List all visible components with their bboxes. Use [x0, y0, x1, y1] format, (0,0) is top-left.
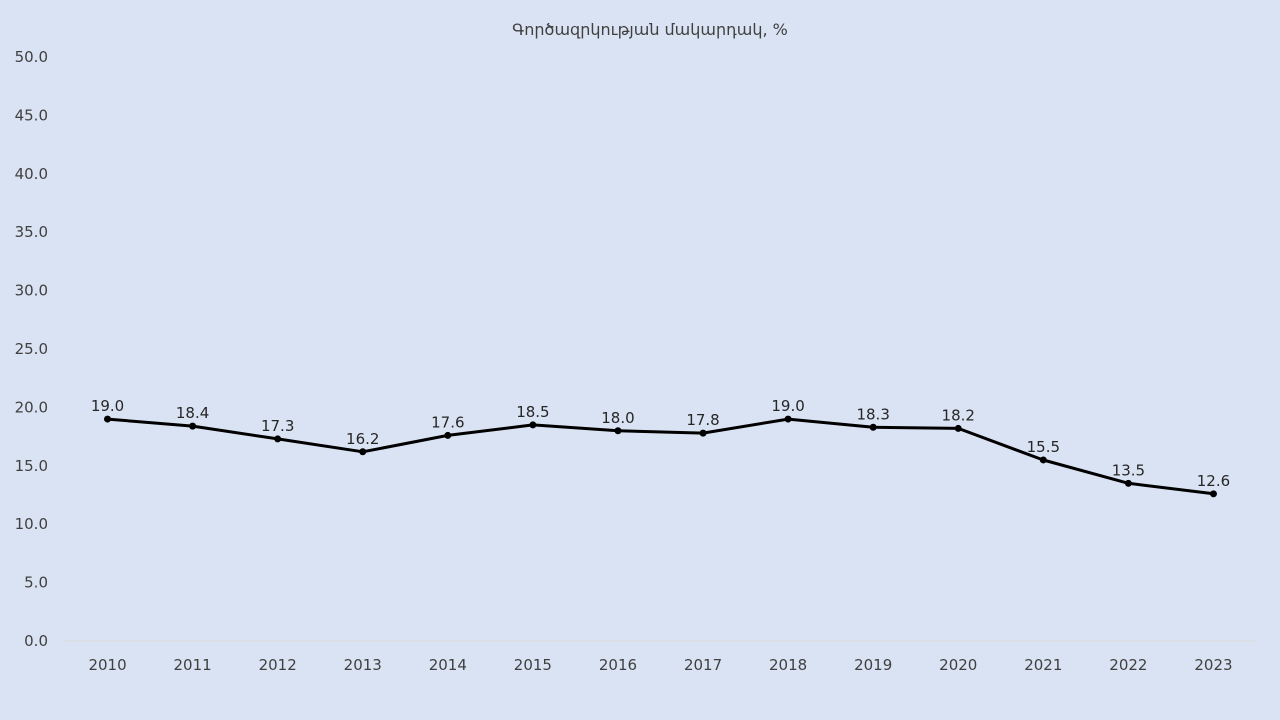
x-tick-label: 2012: [259, 656, 297, 674]
data-label: 18.2: [942, 406, 975, 424]
data-point: [1124, 479, 1132, 487]
x-tick-label: 2011: [174, 656, 212, 674]
x-tick-label: 2010: [88, 656, 126, 674]
y-tick-label: 50.0: [15, 48, 48, 66]
x-tick-label: 2021: [1024, 656, 1062, 674]
y-tick-label: 20.0: [15, 398, 48, 416]
data-point: [1209, 490, 1217, 498]
x-axis-ticks: 2010 2011 2012 2013 2014 2015 2016 2017 2018 2019…: [88, 656, 1232, 674]
x-tick-label: 2016: [599, 656, 637, 674]
data-label: 18.3: [856, 405, 889, 423]
y-axis-ticks: 0.0 5.0 10.0 15.0 20.0 25.0 30.0 35.0 40.0 45.0 50…: [15, 48, 48, 650]
y-tick-label: 30.0: [15, 282, 48, 300]
data-point: [359, 448, 367, 456]
data-label: 17.6: [431, 413, 464, 431]
x-tick-label: 2013: [344, 656, 382, 674]
data-point: [869, 423, 877, 431]
x-tick-label: 2014: [429, 656, 467, 674]
chart-title: Գործազրկության մակարդակ, %: [512, 20, 788, 39]
series-line: [107, 417, 1214, 496]
data-labels: 19.0 18.4 17.3 16.2 17.6 18.5 18.0 17.8 19.0 18.3…: [91, 397, 1230, 490]
y-tick-label: 35.0: [15, 223, 48, 241]
y-tick-label: 5.0: [24, 574, 48, 592]
data-point: [784, 415, 792, 423]
data-label: 13.5: [1112, 461, 1145, 479]
data-point: [614, 427, 622, 435]
data-point: [954, 424, 962, 432]
x-tick-label: 2019: [854, 656, 892, 674]
data-label: 18.4: [176, 404, 209, 422]
data-point: [699, 429, 707, 437]
y-tick-label: 45.0: [15, 106, 48, 124]
x-tick-label: 2017: [684, 656, 722, 674]
x-tick-label: 2018: [769, 656, 807, 674]
data-point: [529, 421, 537, 429]
data-label: 19.0: [771, 397, 804, 415]
data-label: 18.5: [516, 403, 549, 421]
data-label: 19.0: [91, 397, 124, 415]
data-point: [104, 415, 112, 423]
data-label: 17.8: [686, 411, 719, 429]
data-point: [444, 431, 452, 439]
y-tick-label: 25.0: [15, 340, 48, 358]
y-tick-label: 10.0: [15, 515, 48, 533]
x-tick-label: 2020: [939, 656, 977, 674]
data-label: 17.3: [261, 417, 294, 435]
y-tick-label: 0.0: [24, 632, 48, 650]
data-point: [274, 435, 282, 443]
data-point: [189, 422, 197, 430]
y-tick-label: 40.0: [15, 165, 48, 183]
data-label: 15.5: [1027, 438, 1060, 456]
data-label: 18.0: [601, 409, 634, 427]
data-label: 16.2: [346, 430, 379, 448]
series-points: [104, 415, 1217, 498]
x-tick-label: 2023: [1194, 656, 1232, 674]
data-point: [1039, 456, 1047, 464]
x-tick-label: 2015: [514, 656, 552, 674]
y-tick-label: 15.0: [15, 457, 48, 475]
data-label: 12.6: [1197, 472, 1230, 490]
x-tick-label: 2022: [1109, 656, 1147, 674]
